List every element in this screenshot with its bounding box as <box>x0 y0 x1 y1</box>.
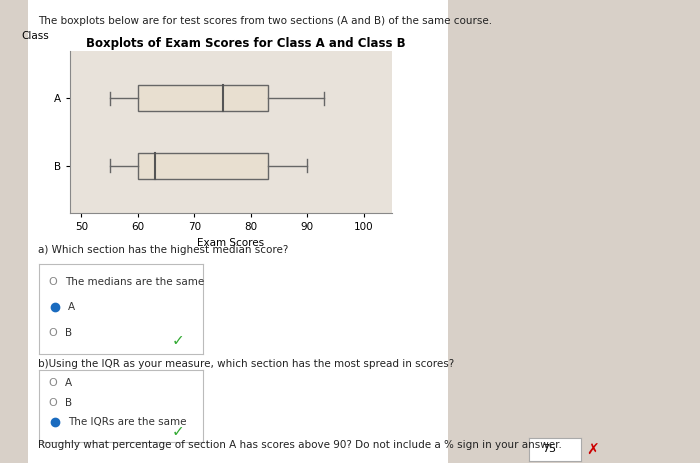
Text: ✓: ✓ <box>172 424 185 438</box>
X-axis label: Exam Scores: Exam Scores <box>197 238 265 248</box>
Text: Roughly what percentage of section A has scores above 90? Do not include a % sig: Roughly what percentage of section A has… <box>38 440 562 450</box>
Text: The IQRs are the same: The IQRs are the same <box>68 417 187 427</box>
Text: O: O <box>48 327 57 338</box>
Bar <box>138 85 267 111</box>
Text: O: O <box>48 277 57 287</box>
Text: A: A <box>68 302 75 312</box>
Text: ✗: ✗ <box>587 443 599 457</box>
Text: Boxplots of Exam Scores for Class A and Class B: Boxplots of Exam Scores for Class A and … <box>86 37 406 50</box>
Text: ✓: ✓ <box>172 333 185 348</box>
Text: B: B <box>65 327 72 338</box>
Text: The medians are the same: The medians are the same <box>65 277 204 287</box>
Text: b)Using the IQR as your measure, which section has the most spread in scores?: b)Using the IQR as your measure, which s… <box>38 359 455 369</box>
Text: The boxplots below are for test scores from two sections (A and B) of the same c: The boxplots below are for test scores f… <box>38 16 493 26</box>
Text: B: B <box>65 398 72 408</box>
Text: Class: Class <box>22 31 50 42</box>
Bar <box>138 153 267 179</box>
Text: O: O <box>48 378 57 388</box>
Text: A: A <box>65 378 72 388</box>
Text: O: O <box>48 398 57 408</box>
Text: a) Which section has the highest median score?: a) Which section has the highest median … <box>38 245 289 256</box>
Text: 75: 75 <box>542 444 556 454</box>
